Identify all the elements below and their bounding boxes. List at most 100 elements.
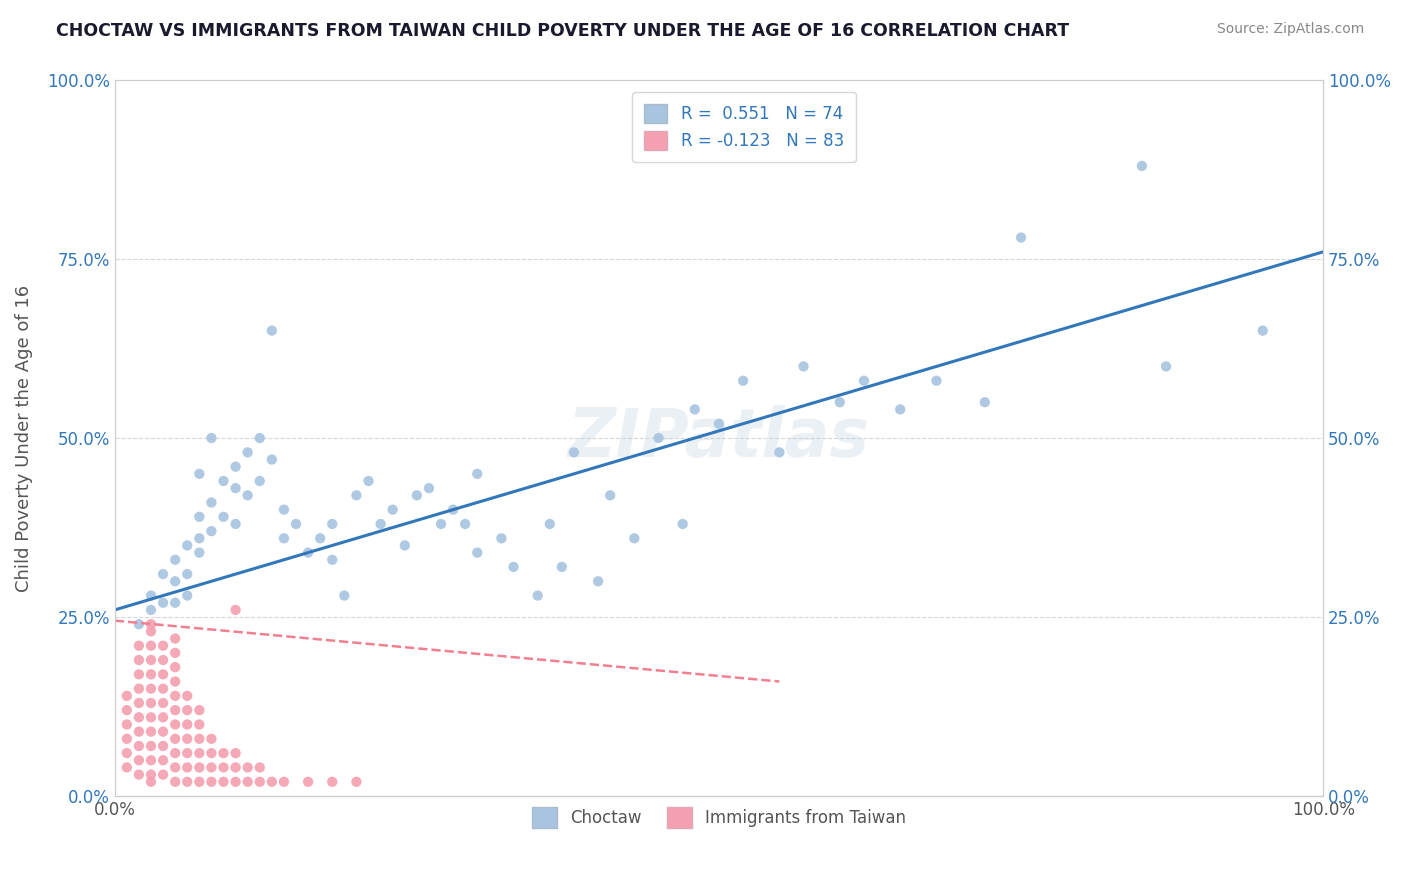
- Point: [128, 739, 150, 753]
- Point: [236, 488, 259, 502]
- Point: [188, 717, 211, 731]
- Point: [225, 459, 247, 474]
- Point: [562, 445, 585, 459]
- Point: [128, 724, 150, 739]
- Point: [212, 774, 235, 789]
- Point: [188, 746, 211, 760]
- Point: [139, 653, 162, 667]
- Point: [139, 603, 162, 617]
- Point: [346, 774, 368, 789]
- Point: [128, 667, 150, 681]
- Point: [551, 560, 574, 574]
- Point: [454, 516, 477, 531]
- Point: [236, 760, 259, 774]
- Point: [212, 760, 235, 774]
- Point: [139, 753, 162, 767]
- Point: [165, 646, 187, 660]
- Point: [225, 746, 247, 760]
- Point: [165, 689, 187, 703]
- Point: [139, 639, 162, 653]
- Point: [152, 681, 174, 696]
- Point: [139, 624, 162, 639]
- Point: [225, 603, 247, 617]
- Point: [139, 681, 162, 696]
- Point: [321, 516, 343, 531]
- Point: [599, 488, 621, 502]
- Point: [200, 524, 222, 538]
- Point: [225, 516, 247, 531]
- Point: [188, 731, 211, 746]
- Point: [200, 774, 222, 789]
- Point: [273, 531, 295, 545]
- Point: [647, 431, 669, 445]
- Point: [188, 467, 211, 481]
- Point: [394, 538, 416, 552]
- Point: [333, 589, 356, 603]
- Point: [672, 516, 695, 531]
- Point: [165, 574, 187, 589]
- Point: [260, 774, 283, 789]
- Point: [430, 516, 453, 531]
- Point: [165, 674, 187, 689]
- Point: [139, 696, 162, 710]
- Point: [249, 760, 271, 774]
- Point: [128, 753, 150, 767]
- Point: [165, 746, 187, 760]
- Point: [260, 452, 283, 467]
- Point: [176, 760, 198, 774]
- Point: [152, 653, 174, 667]
- Point: [152, 696, 174, 710]
- Point: [115, 703, 138, 717]
- Point: [176, 717, 198, 731]
- Point: [1130, 159, 1153, 173]
- Point: [165, 774, 187, 789]
- Point: [152, 667, 174, 681]
- Point: [128, 710, 150, 724]
- Point: [128, 681, 150, 696]
- Point: [502, 560, 524, 574]
- Point: [249, 474, 271, 488]
- Point: [273, 502, 295, 516]
- Point: [165, 717, 187, 731]
- Point: [212, 746, 235, 760]
- Point: [889, 402, 911, 417]
- Point: [128, 639, 150, 653]
- Point: [176, 567, 198, 582]
- Point: [128, 617, 150, 632]
- Point: [188, 703, 211, 717]
- Point: [115, 731, 138, 746]
- Point: [526, 589, 548, 603]
- Point: [297, 774, 319, 789]
- Point: [225, 481, 247, 495]
- Point: [441, 502, 464, 516]
- Point: [1154, 359, 1177, 374]
- Point: [200, 495, 222, 509]
- Point: [152, 739, 174, 753]
- Point: [309, 531, 332, 545]
- Point: [152, 596, 174, 610]
- Point: [828, 395, 851, 409]
- Point: [139, 667, 162, 681]
- Point: [165, 660, 187, 674]
- Point: [176, 589, 198, 603]
- Point: [176, 731, 198, 746]
- Point: [381, 502, 404, 516]
- Point: [200, 431, 222, 445]
- Point: [115, 689, 138, 703]
- Point: [297, 546, 319, 560]
- Point: [176, 538, 198, 552]
- Point: [139, 767, 162, 781]
- Point: [128, 767, 150, 781]
- Point: [115, 760, 138, 774]
- Point: [188, 509, 211, 524]
- Point: [152, 567, 174, 582]
- Point: [200, 760, 222, 774]
- Text: Source: ZipAtlas.com: Source: ZipAtlas.com: [1216, 22, 1364, 37]
- Point: [249, 774, 271, 789]
- Point: [165, 632, 187, 646]
- Point: [176, 689, 198, 703]
- Point: [405, 488, 427, 502]
- Point: [128, 653, 150, 667]
- Point: [321, 774, 343, 789]
- Point: [139, 589, 162, 603]
